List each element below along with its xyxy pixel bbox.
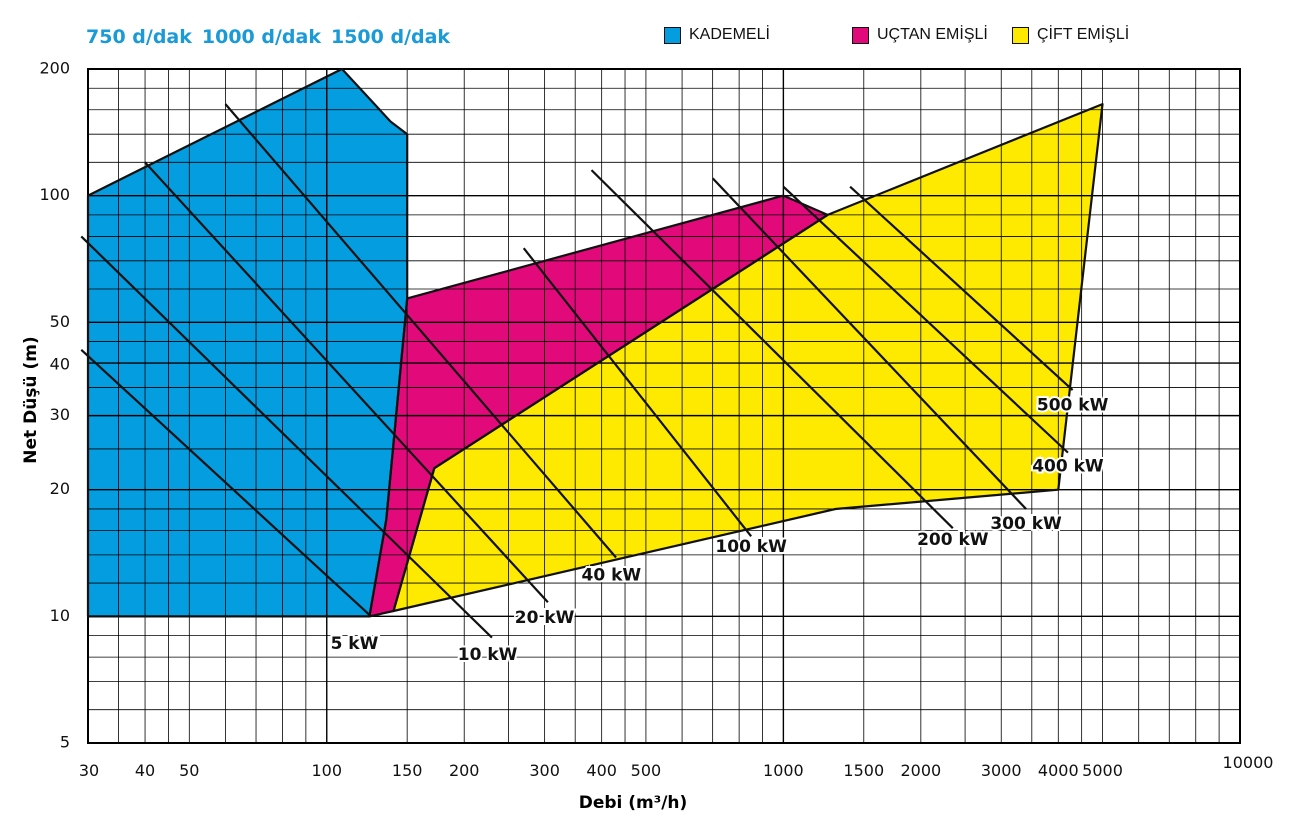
y-tick-label: 20 — [50, 479, 70, 498]
y-tick-label: 200 — [39, 59, 70, 78]
speed-label-750: 750 d/dak — [86, 26, 192, 48]
region-outline-cift-emisli — [392, 102, 1104, 613]
power-label-10-kw: 10 kW — [458, 645, 518, 665]
x-tick-label: 4000 — [1038, 761, 1079, 780]
x-tick-label: 3000 — [981, 761, 1022, 780]
legend-item-uctan: UÇTAN EMİŞLİ — [852, 26, 988, 44]
legend-item-kademeli: KADEMELİ — [664, 26, 770, 44]
power-line-300-kw — [711, 177, 1027, 510]
power-label-500-kw: 500 kW — [1037, 396, 1109, 416]
power-label-5-kw: 5 kW — [331, 634, 379, 654]
speed-label-1500: 1500 d/dak — [330, 26, 451, 48]
region-outline-layer — [86, 67, 1104, 618]
power-line-10-kw — [80, 235, 493, 639]
tick-label-layer: 30 40 50 100 150 200 300 400 500 1000 1500 2000 3000… — [39, 59, 1273, 781]
region-kademeli — [88, 69, 408, 617]
x-tick-label: 2000 — [900, 761, 941, 780]
y-tick-label: 10 — [50, 606, 70, 625]
x-tick-label: 10000 — [1223, 753, 1274, 772]
power-label-20-kw: 20 kW — [515, 608, 575, 628]
y-axis-label: Net Düşü (m) — [21, 336, 41, 463]
x-tick-label: 30 — [79, 761, 99, 780]
x-tick-label: 400 — [586, 761, 617, 780]
x-tick-label: 100 — [311, 761, 342, 780]
speed-labels: 750 d/dak 1000 d/dak 1500 d/dak — [86, 26, 460, 48]
region-cift-emisli — [393, 104, 1103, 611]
x-tick-label: 200 — [449, 761, 480, 780]
power-line-40-kw — [224, 103, 617, 559]
power-label-40-kw: 40 kW — [582, 566, 642, 586]
power-line-200-kw — [590, 169, 954, 529]
power-line-500-kw — [849, 185, 1074, 391]
speed-label-1000: 1000 d/dak — [201, 26, 321, 48]
power-line-400-kw — [782, 185, 1069, 454]
x-tick-label: 5000 — [1082, 761, 1123, 780]
legend-swatch-cift — [1012, 26, 1029, 44]
legend-swatch-uctan — [852, 26, 869, 44]
power-line-5-kw — [80, 349, 372, 618]
power-line-20-kw — [144, 161, 549, 604]
legend-label-kademeli: KADEMELİ — [689, 26, 770, 43]
grid-layer — [87, 68, 1241, 744]
x-tick-label: 150 — [392, 761, 423, 780]
legend-swatch-kademeli — [664, 26, 681, 44]
legend-label-uctan: UÇTAN EMİŞLİ — [877, 26, 988, 43]
x-tick-label: 40 — [135, 761, 155, 780]
legend-item-cift: ÇİFT EMİŞLİ — [1012, 26, 1129, 44]
legend-label-cift: ÇİFT EMİŞLİ — [1037, 26, 1130, 43]
power-label-400-kw: 400 kW — [1032, 457, 1104, 477]
x-tick-label: 1500 — [843, 761, 884, 780]
x-tick-label: 300 — [529, 761, 560, 780]
y-tick-label: 50 — [50, 312, 70, 331]
x-tick-label: 500 — [631, 761, 662, 780]
power-line-100-kw — [522, 247, 753, 537]
power-label-300-kw: 300 kW — [990, 514, 1062, 534]
x-tick-label: 1000 — [763, 761, 804, 780]
power-label-200-kw: 200 kW — [917, 530, 989, 550]
y-tick-label: 100 — [39, 185, 70, 204]
power-label-100-kw: 100 kW — [715, 537, 787, 557]
y-tick-label: 5 — [60, 733, 70, 752]
y-tick-label: 30 — [50, 405, 70, 424]
region-uctan-emisli — [369, 195, 828, 617]
y-tick-label: 40 — [50, 355, 70, 374]
x-tick-label: 50 — [179, 761, 199, 780]
x-axis-label: Debi (m³/h) — [579, 793, 688, 813]
